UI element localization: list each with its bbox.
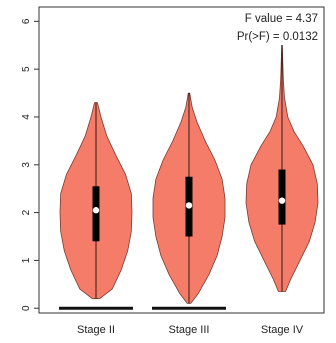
category-label: Stage IV	[261, 324, 304, 336]
violin-median	[92, 207, 100, 214]
category-label: Stage III	[169, 324, 210, 336]
plot-border	[38, 6, 325, 314]
y-tick-label: 6	[21, 18, 32, 24]
violin-box	[278, 169, 286, 225]
f-value-annotation: F value = 4.37	[245, 13, 318, 25]
y-tick-label: 1	[21, 257, 32, 263]
y-tick-label: 4	[21, 114, 32, 120]
y-tick-label: 3	[21, 162, 32, 168]
y-axis: 0 1 2 3 4 5 6	[21, 18, 39, 311]
y-tick-label: 0	[21, 305, 32, 311]
violin-median	[185, 202, 193, 209]
x-axis-labels: Stage II Stage III Stage IV	[77, 324, 304, 336]
y-tick-label: 2	[21, 209, 32, 215]
violin-median	[278, 197, 286, 204]
plot-frame	[38, 6, 325, 314]
violins	[59, 44, 319, 310]
p-value-annotation: Pr(>F) = 0.0132	[237, 31, 318, 43]
category-label: Stage II	[77, 324, 115, 336]
y-tick-label: 5	[21, 66, 32, 72]
violin-box	[92, 186, 100, 242]
